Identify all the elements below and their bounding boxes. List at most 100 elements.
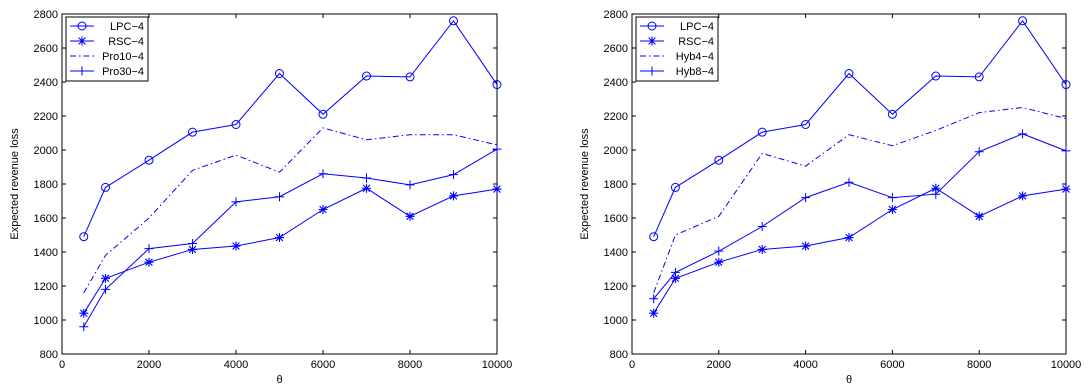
y-tick-label: 2600 [604, 43, 628, 55]
data-point [757, 222, 767, 231]
y-tick-label: 1000 [34, 315, 58, 327]
x-tick-label: 2000 [707, 359, 731, 371]
data-point [449, 16, 458, 26]
legend-entry-label: Pro30−4 [102, 66, 144, 78]
legend-marker [647, 66, 657, 76]
data-point [714, 257, 724, 267]
y-tick-label: 2200 [604, 111, 628, 123]
data-point [714, 155, 724, 165]
chart-panel-2: 0 2000 4000 6000 8000 10000 800 1000 1200 1400 160… [579, 9, 1081, 386]
data-point [649, 294, 659, 304]
y-tick-label: 1400 [34, 247, 58, 259]
data-point [887, 193, 897, 203]
data-point [275, 233, 284, 243]
data-point [492, 184, 502, 194]
legend-box [635, 16, 719, 82]
y-tick-label: 1200 [34, 281, 58, 293]
series-hyb8-4 [649, 129, 1071, 304]
y-axis-label: Expected revenue loss [579, 128, 591, 240]
data-point [231, 197, 241, 207]
y-tick-label: 2400 [34, 77, 58, 89]
y-tick-label: 1200 [604, 281, 628, 293]
data-point [757, 127, 767, 137]
data-point [449, 191, 458, 201]
x-axis-label: θ [846, 374, 852, 386]
data-point [649, 232, 659, 242]
legend-entry-label: Hyb8−4 [676, 66, 714, 78]
x-tick-label: 6000 [880, 359, 904, 371]
legend-entry-label: Hyb4−4 [676, 51, 714, 63]
data-point [1018, 129, 1028, 139]
y-tick-label: 1400 [604, 247, 628, 259]
data-point [144, 257, 154, 267]
legend-marker [647, 21, 657, 31]
data-point [79, 232, 89, 242]
y-tick-label: 2400 [604, 77, 628, 89]
legend-marker [77, 21, 87, 31]
data-point [801, 120, 811, 129]
data-point [887, 109, 897, 119]
data-point [188, 244, 197, 254]
data-point [844, 69, 854, 78]
data-point [188, 239, 197, 248]
data-point [79, 322, 89, 332]
data-point [275, 192, 284, 202]
x-tick-label: 2000 [137, 359, 161, 371]
y-tick-label: 1800 [34, 179, 58, 191]
data-point [405, 180, 415, 190]
series-rsc-4 [79, 183, 502, 318]
series-line [83, 127, 498, 294]
data-point [670, 273, 680, 283]
data-point [931, 189, 941, 199]
y-tick-label: 2800 [34, 9, 58, 21]
data-point [101, 182, 110, 192]
data-point [757, 244, 767, 254]
data-point [801, 241, 811, 251]
x-tick-label: 4000 [224, 359, 248, 371]
data-point [1061, 184, 1071, 194]
data-point [801, 193, 811, 203]
data-point [275, 69, 284, 78]
data-point [231, 241, 241, 251]
chart-panel-1: 0 2000 4000 6000 8000 10000 800 1000 1200 1400 160… [9, 9, 512, 386]
legend-box [65, 16, 149, 82]
data-point [1018, 16, 1028, 26]
y-tick-label: 1600 [34, 213, 58, 225]
x-tick-label: 8000 [398, 359, 422, 371]
legend-marker [647, 36, 657, 46]
data-point [844, 177, 854, 187]
legend: LPC−4 RSC−4 Pro10−4 Pro30−4 [65, 16, 149, 82]
data-point [101, 273, 110, 283]
data-point [362, 183, 371, 193]
data-point [405, 72, 415, 82]
series-line [83, 19, 498, 237]
data-point [887, 205, 897, 214]
y-tick-label: 800 [40, 349, 58, 361]
data-point [974, 147, 984, 157]
data-point [492, 80, 502, 90]
data-point [318, 205, 328, 214]
y-tick-label: 2800 [604, 9, 628, 21]
x-tick-label: 0 [59, 359, 65, 371]
y-tick-label: 1800 [604, 179, 628, 191]
legend-marker [77, 36, 87, 46]
x-tick-label: 10000 [482, 359, 513, 371]
y-tick-label: 1000 [604, 315, 628, 327]
series-lpc-4 [649, 16, 1071, 242]
series-lpc-4 [79, 16, 502, 242]
x-axis-label: θ [276, 374, 282, 386]
y-axis-label: Expected revenue loss [9, 128, 21, 240]
legend-entry-label: RSC−4 [678, 36, 714, 48]
series-line [653, 106, 1067, 293]
x-tick-label: 0 [629, 359, 635, 371]
x-tick-label: 10000 [1051, 359, 1082, 371]
series-line [83, 148, 498, 328]
y-tick-label: 2600 [34, 43, 58, 55]
data-point [318, 169, 328, 179]
data-point [931, 183, 941, 193]
data-point [405, 211, 415, 221]
series-line [83, 187, 498, 314]
legend: LPC−4 RSC−4 Hyb4−4 Hyb8−4 [635, 16, 719, 82]
